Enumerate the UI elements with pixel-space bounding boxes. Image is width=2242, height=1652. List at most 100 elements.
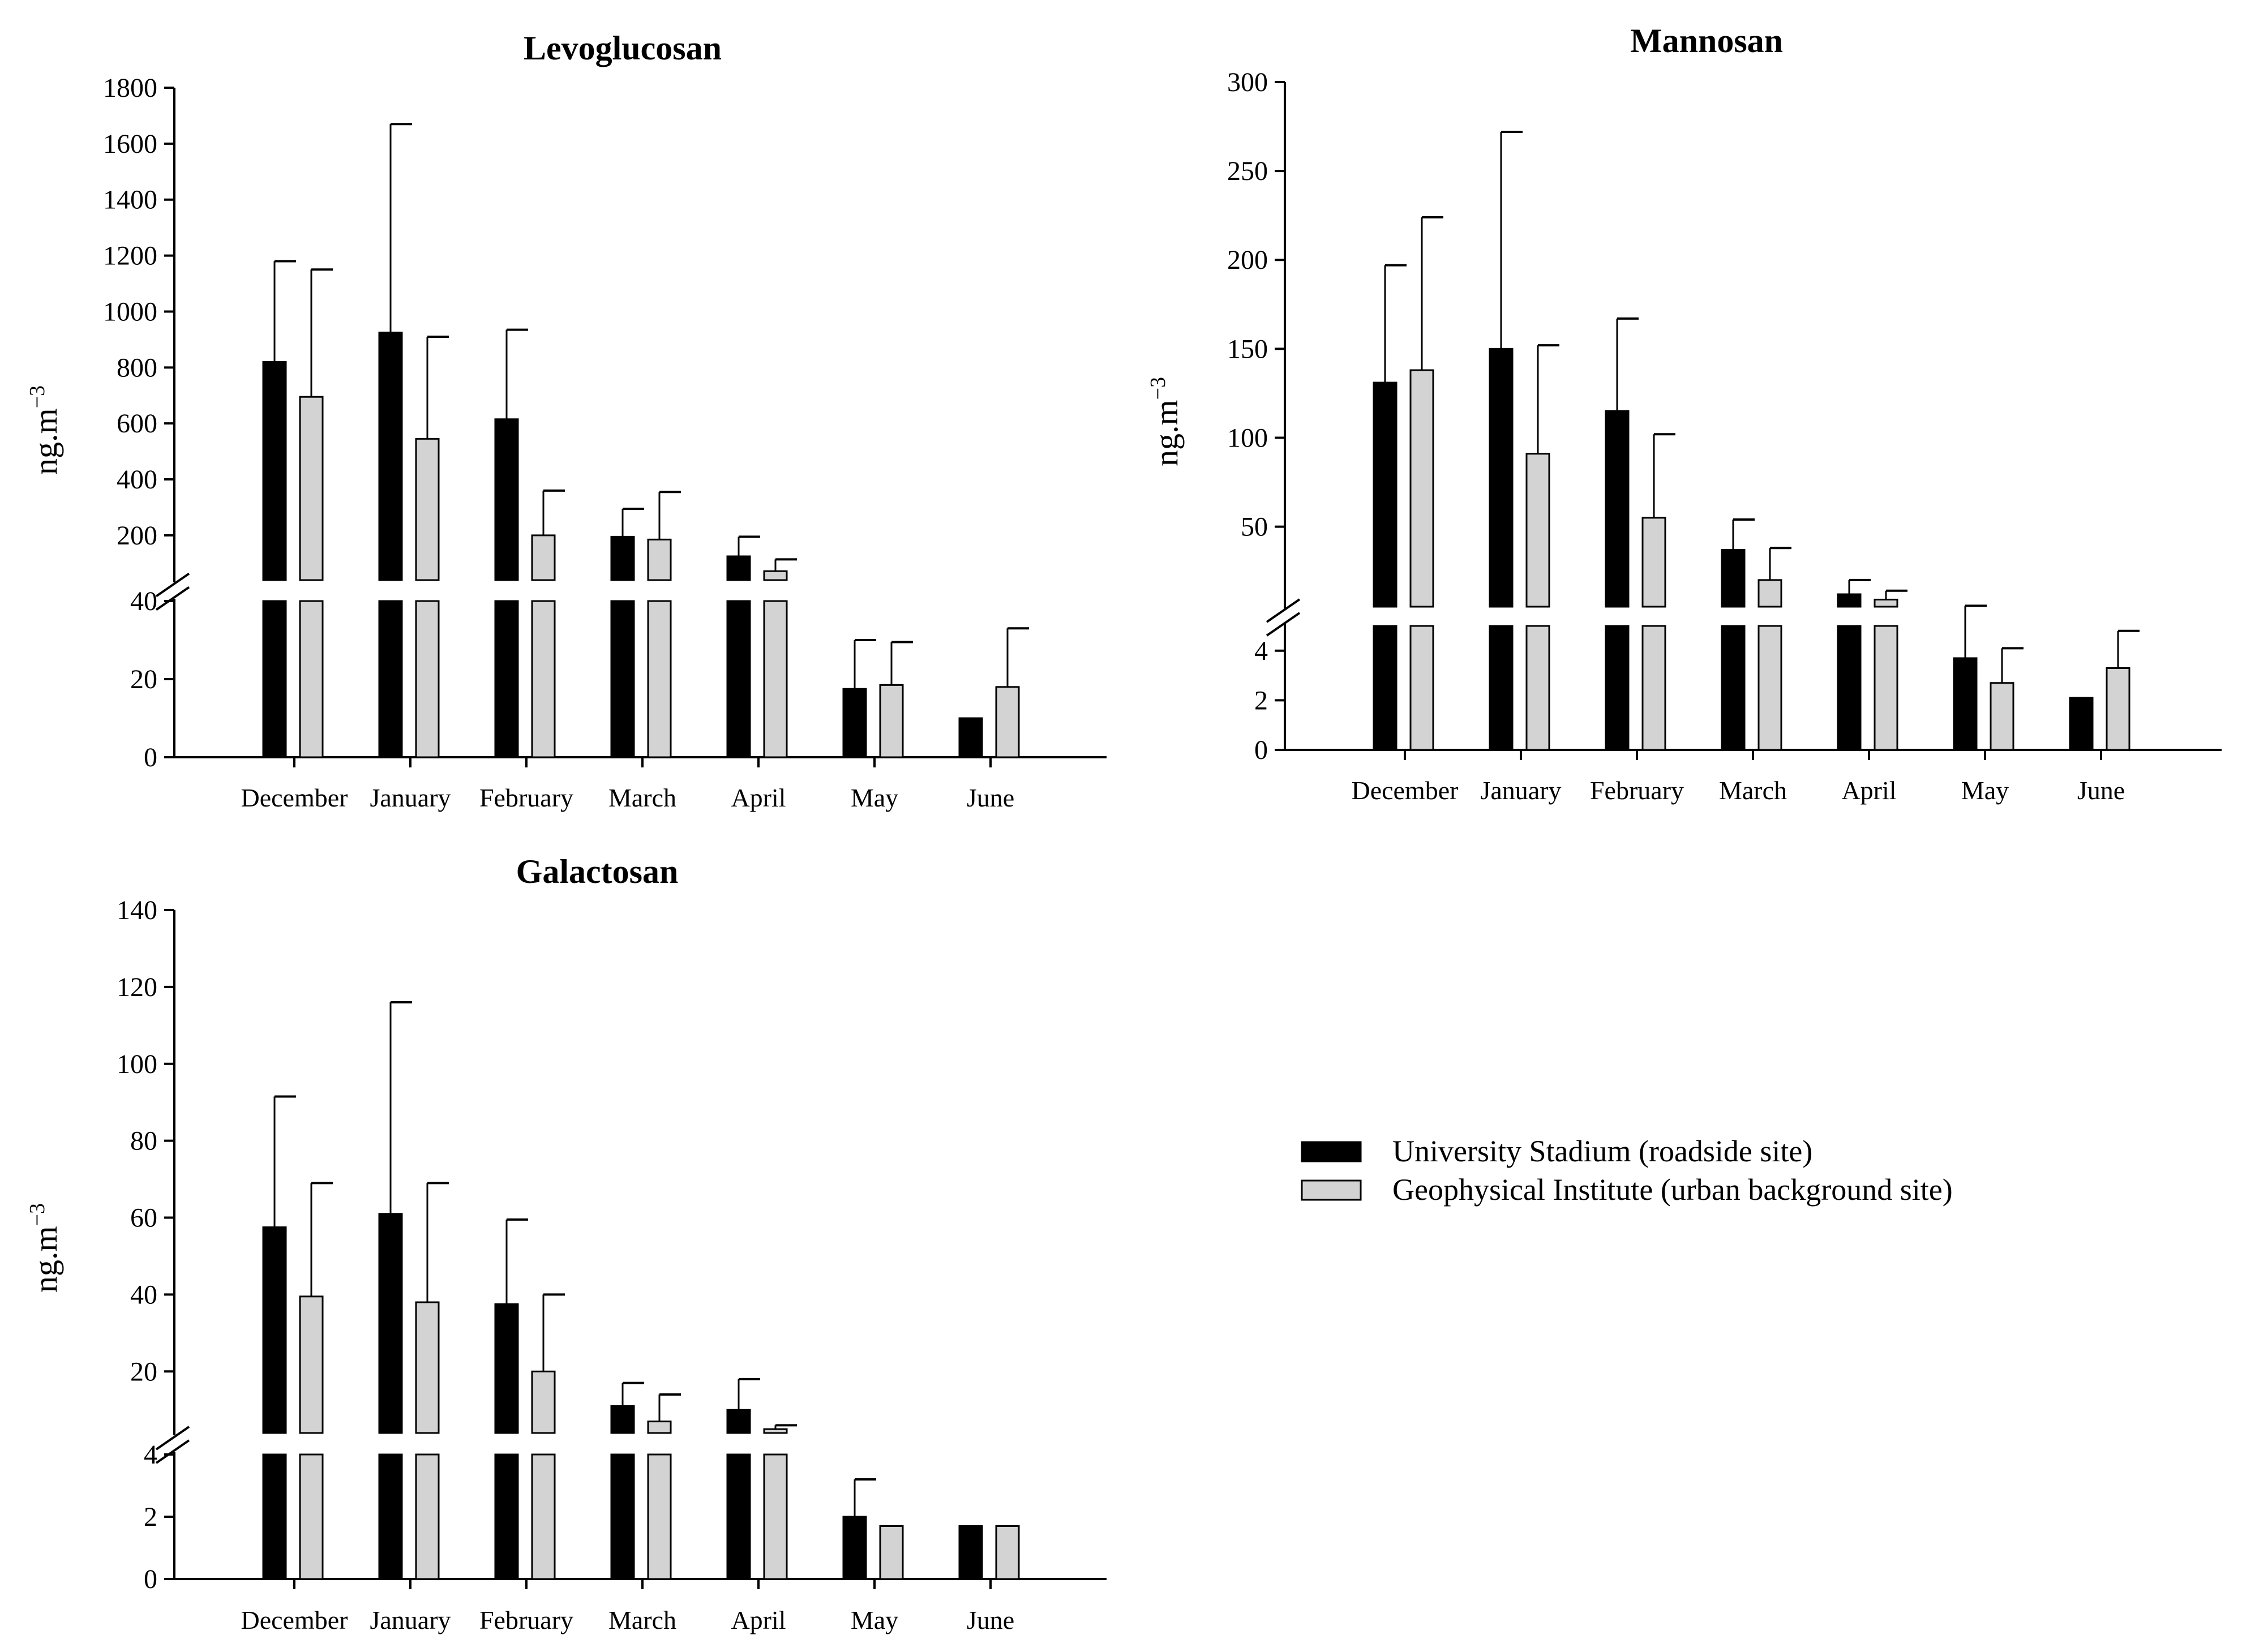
bar-roadside-may	[842, 688, 867, 758]
bar-roadside-february-lower	[494, 1453, 519, 1580]
axis-break-mark	[1266, 598, 1301, 623]
bar-roadside-march-lower	[610, 1453, 635, 1580]
bar-roadside-june	[958, 1525, 983, 1580]
x-tick-label: June	[967, 783, 1014, 812]
y-tick-label: 100	[1227, 423, 1268, 453]
bar-roadside-april-lower	[726, 600, 751, 758]
y-tick-label: 20	[130, 664, 157, 694]
bar-roadside-december-lower	[262, 600, 287, 758]
x-tick-label: March	[1719, 776, 1787, 805]
x-tick-label: April	[1841, 776, 1896, 805]
bar-roadside-january-upper	[378, 1213, 403, 1434]
x-tick-label: March	[608, 1606, 676, 1634]
y-tick-label: 100	[117, 1049, 157, 1079]
bar-background-march-lower	[1757, 625, 1782, 751]
y-tick-label: 60	[130, 1203, 157, 1233]
bar-roadside-january-upper	[378, 332, 403, 581]
bar-roadside-february-upper	[494, 1303, 519, 1434]
bar-background-may	[1990, 682, 2014, 751]
y-tick-label: 800	[117, 353, 157, 383]
bar-roadside-march-upper	[1721, 548, 1746, 608]
bar-background-december-upper	[299, 1295, 324, 1434]
y-tick-label: 140	[117, 895, 157, 925]
x-tick-label: January	[1480, 776, 1561, 805]
bar-background-february-lower	[531, 600, 556, 758]
bar-background-march-lower	[647, 1453, 672, 1580]
bar-roadside-april-upper	[1837, 593, 1862, 608]
y-tick-label: 1400	[103, 185, 157, 215]
x-tick-label: January	[370, 1606, 451, 1634]
x-tick-label: February	[479, 1606, 573, 1634]
bar-roadside-february-upper	[1605, 410, 1630, 608]
bar-background-december-upper	[299, 396, 324, 581]
x-tick-label: December	[241, 1606, 348, 1634]
x-tick-label: June	[2077, 776, 2125, 805]
y-tick-label: 2	[1254, 685, 1268, 715]
chart-title: Galactosan	[516, 853, 679, 890]
bar-background-december-lower	[299, 600, 324, 758]
x-tick-label: May	[851, 1606, 898, 1634]
bar-background-january-lower	[415, 600, 440, 758]
bar-background-january-upper	[415, 437, 440, 581]
bar-background-december-upper	[1409, 369, 1434, 608]
bar-roadside-march-upper	[610, 1405, 635, 1434]
bar-roadside-january-lower	[378, 1453, 403, 1580]
axis-break-mark	[1266, 612, 1301, 637]
x-tick-label: April	[731, 783, 786, 812]
bar-background-april-upper	[763, 1428, 788, 1434]
y-tick-label: 40	[130, 586, 157, 616]
bar-roadside-may	[1953, 657, 1978, 751]
y-axis-label: ng.m−3	[1146, 377, 1185, 466]
y-axis-label: ng.m−3	[25, 1203, 64, 1293]
bar-roadside-march-lower	[610, 600, 635, 758]
axis-break-mark	[155, 586, 190, 611]
y-tick-label: 0	[144, 743, 157, 773]
y-tick-label: 400	[117, 465, 157, 495]
bar-roadside-june	[958, 717, 983, 758]
y-tick-label: 0	[144, 1564, 157, 1594]
x-tick-label: December	[241, 783, 348, 812]
bar-roadside-december-upper	[1373, 381, 1398, 608]
y-tick-label: 40	[130, 1280, 157, 1310]
bar-roadside-december-lower	[262, 1453, 287, 1580]
bar-background-january-upper	[1525, 453, 1550, 608]
y-tick-label: 2	[144, 1502, 157, 1532]
bar-roadside-february-lower	[1605, 625, 1630, 751]
x-tick-label: January	[370, 783, 451, 812]
y-tick-label: 1800	[103, 73, 157, 103]
x-tick-label: May	[1961, 776, 2009, 805]
bar-background-june	[2106, 667, 2130, 751]
bar-roadside-january-upper	[1489, 347, 1514, 608]
bar-roadside-march-upper	[610, 535, 635, 581]
bar-roadside-january-lower	[1489, 625, 1514, 751]
y-tick-label: 200	[1227, 245, 1268, 275]
x-tick-label: June	[967, 1606, 1014, 1634]
bar-background-december-lower	[1409, 625, 1434, 751]
bar-roadside-march-lower	[1721, 625, 1746, 751]
bar-roadside-june	[2069, 697, 2094, 751]
y-tick-label: 200	[117, 521, 157, 551]
x-tick-label: February	[1590, 776, 1684, 805]
y-tick-label: 80	[130, 1126, 157, 1156]
bar-roadside-january-lower	[378, 600, 403, 758]
bar-background-may	[879, 1525, 904, 1580]
bar-background-january-lower	[1525, 625, 1550, 751]
bar-roadside-december-upper	[262, 1226, 287, 1434]
y-tick-label: 150	[1227, 334, 1268, 364]
bar-background-january-lower	[415, 1453, 440, 1580]
bar-background-january-upper	[415, 1301, 440, 1434]
bar-background-february-upper	[531, 534, 556, 581]
y-tick-label: 1000	[103, 297, 157, 327]
chart-mannosan: Mannosan ng.m−3 0 2 4 50 100 150 200 250 300 Decemb…	[1146, 22, 2222, 805]
bar-roadside-february-upper	[494, 418, 519, 581]
bar-background-february-lower	[1641, 625, 1666, 751]
bar-background-march-upper	[647, 1421, 672, 1434]
bar-roadside-december-upper	[262, 361, 287, 581]
bar-background-february-lower	[531, 1453, 556, 1580]
axis-break-mark	[155, 1439, 190, 1464]
bar-background-february-upper	[1641, 517, 1666, 608]
y-tick-label: 4	[144, 1440, 157, 1470]
chart-galactosan: Galactosan ng.m−3 0 2 4 20 40 60 80 100 120 140 Dece…	[25, 853, 1107, 1634]
y-tick-label: 300	[1227, 67, 1268, 97]
bar-roadside-april-lower	[726, 1453, 751, 1580]
